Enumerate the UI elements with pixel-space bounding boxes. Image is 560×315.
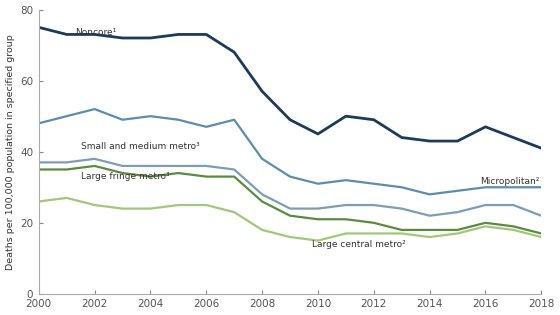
Text: Large central metro²: Large central metro²	[312, 240, 406, 249]
Y-axis label: Deaths per 100,000 population in specified group: Deaths per 100,000 population in specifi…	[6, 34, 15, 270]
Text: Small and medium metro³: Small and medium metro³	[81, 142, 199, 151]
Text: Noncore¹: Noncore¹	[75, 28, 116, 37]
Text: Large fringe metro³: Large fringe metro³	[81, 172, 169, 181]
Text: Micropolitan²: Micropolitan²	[480, 177, 539, 186]
